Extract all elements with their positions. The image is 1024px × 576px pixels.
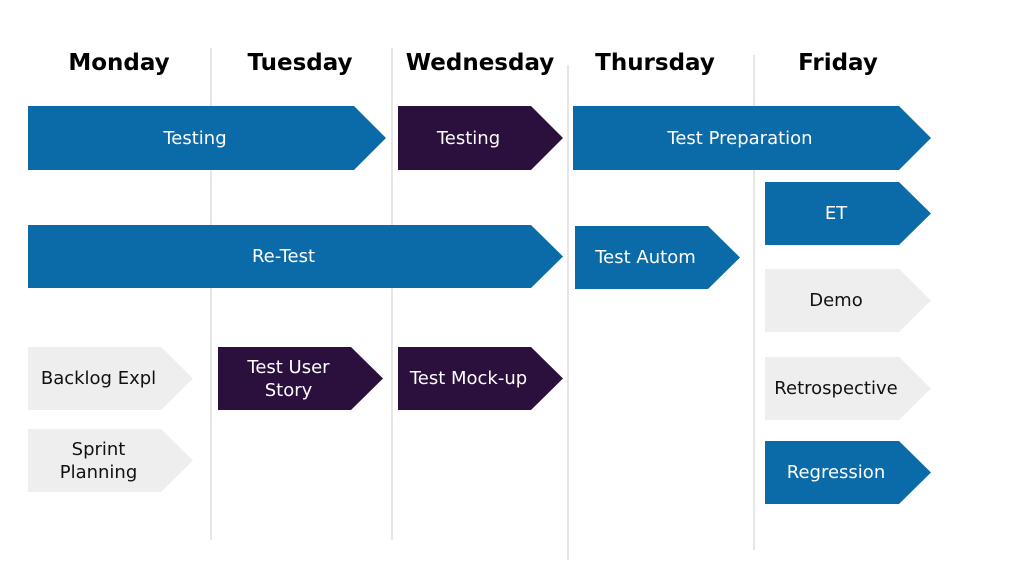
task-arrow: Test User Story [218, 347, 383, 410]
day-heading: Tuesday [247, 50, 353, 76]
task-arrow: Demo [765, 269, 931, 332]
day-heading: Thursday [595, 50, 715, 76]
task-arrow: Retrospective [765, 357, 931, 420]
task-arrow: Re-Test [28, 225, 563, 288]
day-heading: Friday [798, 50, 878, 76]
task-arrow: Testing [28, 106, 386, 170]
task-arrow: Test Preparation [573, 106, 931, 170]
divider [567, 65, 569, 560]
task-arrow: Backlog Expl [28, 347, 193, 410]
task-arrow: Sprint Planning [28, 429, 193, 492]
divider [210, 48, 212, 540]
task-arrow: ET [765, 182, 931, 245]
divider [753, 55, 755, 550]
task-arrow: Regression [765, 441, 931, 504]
task-arrow: Test Mock-up [398, 347, 563, 410]
task-arrow: Test Autom [575, 226, 740, 289]
task-arrow: Testing [398, 106, 563, 170]
divider [391, 48, 393, 540]
day-heading: Monday [68, 50, 170, 76]
day-heading: Wednesday [405, 50, 555, 76]
